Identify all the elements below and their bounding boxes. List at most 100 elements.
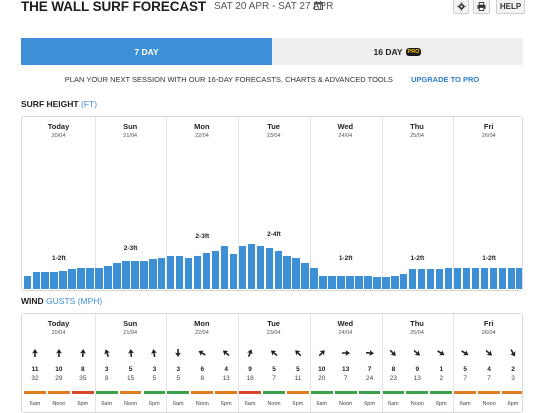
wind-gust: 13 <box>413 375 421 382</box>
surf-bar <box>364 276 372 289</box>
wind-direction-arrow-icon <box>460 348 471 359</box>
time-label: 6am <box>101 401 113 407</box>
wind-speed: 5 <box>272 366 276 373</box>
print-button[interactable] <box>473 0 490 14</box>
surf-bar <box>408 269 417 289</box>
surf-bar <box>274 251 283 289</box>
surf-bar <box>391 276 399 289</box>
time-label: 6pm <box>435 401 447 407</box>
wind-direction-arrow-icon <box>174 349 182 357</box>
wind-title: WIND <box>21 296 44 306</box>
wind-speed: 4 <box>224 366 228 373</box>
time-label: 6pm <box>149 401 160 407</box>
day-separator <box>94 314 96 412</box>
time-label: 6am <box>172 401 184 407</box>
wind-gust: 2 <box>439 375 444 382</box>
time-label: Noon <box>195 401 209 407</box>
wind-gust: 29 <box>55 375 63 382</box>
day-date: 21/04 <box>123 133 138 139</box>
day-header: Mon 22/04 <box>166 319 237 336</box>
tab-7-day[interactable]: 7 DAY <box>21 38 272 65</box>
day-date: 23/04 <box>266 133 281 139</box>
surf-height-label: 1-2ft <box>482 255 496 262</box>
day-name: Tue <box>267 319 280 328</box>
day-name: Today <box>47 319 70 328</box>
day-name: Wed <box>337 122 354 131</box>
wind-speed: 9 <box>248 366 252 373</box>
surf-bar <box>149 259 157 289</box>
surf-bar <box>417 269 426 289</box>
surf-bar <box>211 251 220 289</box>
time-label: 6pm <box>364 401 375 407</box>
conditions-rating-bar <box>24 391 46 394</box>
promo-text: PLAN YOUR NEXT SESSION WITH OUR 16-DAY F… <box>64 75 393 84</box>
surf-bar <box>77 268 85 289</box>
wind-gust: 7 <box>463 375 467 382</box>
day-date: 26/04 <box>481 133 496 139</box>
surf-bar <box>104 266 112 289</box>
wind-gust: 35 <box>79 375 87 382</box>
day-separator <box>94 117 96 290</box>
surf-bar <box>202 253 211 289</box>
conditions-rating-bar <box>430 391 453 394</box>
wind-direction-arrow-icon <box>126 349 135 358</box>
surf-bar <box>140 261 148 289</box>
day-separator <box>453 314 455 412</box>
day-separator <box>238 117 240 290</box>
wind-subtitle: GUSTS (MPH) <box>46 296 103 306</box>
wind-gust: 3 <box>511 375 515 382</box>
day-separator <box>166 117 168 290</box>
conditions-rating-bar <box>95 391 118 394</box>
calendar-icon[interactable] <box>314 1 323 10</box>
wind-gust: 24 <box>365 375 374 382</box>
day-header: Today 20/04 <box>23 122 94 139</box>
page-header: THE WALL SURF FORECAST SAT 20 APR - SAT … <box>21 0 533 14</box>
tab-16-day[interactable]: 16 DAY PRO <box>272 38 523 65</box>
wind-speed: 3 <box>104 366 109 373</box>
wind-gust: 7 <box>487 375 491 382</box>
gear-icon <box>456 1 466 11</box>
conditions-rating-bar <box>286 391 309 394</box>
surf-bar <box>516 268 522 289</box>
wind-heading: WIND GUSTS (MPH) <box>21 296 102 306</box>
conditions-rating-bar <box>478 391 500 394</box>
wind-gust: 18 <box>246 375 254 382</box>
surf-bar <box>50 272 58 289</box>
help-button[interactable]: HELP <box>496 0 525 14</box>
day-separator <box>453 117 455 290</box>
surf-bar <box>220 246 229 289</box>
settings-button[interactable] <box>453 0 469 14</box>
surf-bar <box>122 261 130 289</box>
surf-bar <box>113 263 121 289</box>
wind-direction-arrow-icon <box>483 347 494 358</box>
conditions-rating-bar <box>454 391 477 394</box>
day-header: Fri 26/04 <box>453 122 522 139</box>
wind-direction-arrow-icon <box>245 348 255 358</box>
surf-bar <box>373 277 381 289</box>
surf-bar <box>310 268 318 289</box>
upgrade-link[interactable]: UPGRADE TO PRO <box>411 75 480 84</box>
surf-bar <box>283 256 291 289</box>
surf-bar <box>471 268 480 289</box>
time-label: Noon <box>482 401 496 407</box>
day-separator <box>238 314 240 412</box>
time-label: Noon <box>339 401 353 407</box>
surf-height-label: 1-2ft <box>410 255 425 262</box>
surf-bar <box>166 256 175 289</box>
day-date: 26/04 <box>481 330 496 336</box>
conditions-rating-bar <box>191 391 214 394</box>
day-date: 25/04 <box>410 133 424 139</box>
wind-gust: 15 <box>126 375 135 382</box>
day-name: Tue <box>267 122 280 131</box>
conditions-rating-bar <box>502 391 522 394</box>
wind-direction-arrow-icon <box>102 348 112 358</box>
day-name: Today <box>47 122 70 131</box>
day-header: Wed 24/04 <box>310 319 381 336</box>
surf-height-chart: Today 20/04 Sun 21/04 Mon 22/04 Tue 23/04 Wed 24/… <box>21 116 523 291</box>
time-label: 6pm <box>220 401 232 407</box>
wind-direction-arrow-icon <box>316 347 327 358</box>
day-name: Mon <box>194 122 210 131</box>
pro-badge: PRO <box>405 47 422 56</box>
wind-gust: 7 <box>272 375 276 382</box>
day-header: Tue 23/04 <box>238 319 309 336</box>
